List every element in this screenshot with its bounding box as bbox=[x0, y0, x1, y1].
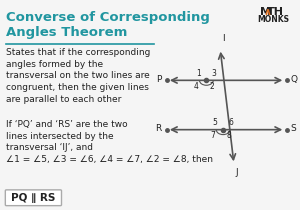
Text: MONKS: MONKS bbox=[258, 15, 290, 24]
Text: S: S bbox=[290, 124, 296, 133]
Text: Q: Q bbox=[290, 75, 297, 84]
Text: 1: 1 bbox=[196, 69, 200, 78]
Text: If ‘PQ’ and ‘RS’ are the two
lines intersected by the
transversal ‘IJ’, and
∠1 =: If ‘PQ’ and ‘RS’ are the two lines inter… bbox=[6, 120, 213, 164]
Text: 6: 6 bbox=[228, 118, 233, 127]
Text: R: R bbox=[155, 124, 161, 133]
Text: J: J bbox=[236, 168, 238, 177]
Text: 4: 4 bbox=[194, 82, 199, 91]
Text: 7: 7 bbox=[210, 131, 215, 140]
Text: States that if the corresponding
angles formed by the
transversal on the two lin: States that if the corresponding angles … bbox=[6, 48, 151, 104]
Text: TH: TH bbox=[266, 7, 283, 17]
Text: P: P bbox=[156, 75, 161, 84]
Text: PQ ∥ RS: PQ ∥ RS bbox=[11, 193, 56, 203]
FancyBboxPatch shape bbox=[5, 190, 62, 206]
Text: M: M bbox=[260, 7, 271, 17]
Text: 2: 2 bbox=[209, 82, 214, 91]
Text: 5: 5 bbox=[212, 118, 217, 127]
Text: 8: 8 bbox=[226, 131, 231, 140]
Text: 3: 3 bbox=[211, 69, 216, 78]
Text: ∧: ∧ bbox=[263, 7, 271, 17]
Text: Converse of Corresponding
Angles Theorem: Converse of Corresponding Angles Theorem bbox=[6, 11, 210, 39]
Text: I: I bbox=[222, 34, 225, 43]
